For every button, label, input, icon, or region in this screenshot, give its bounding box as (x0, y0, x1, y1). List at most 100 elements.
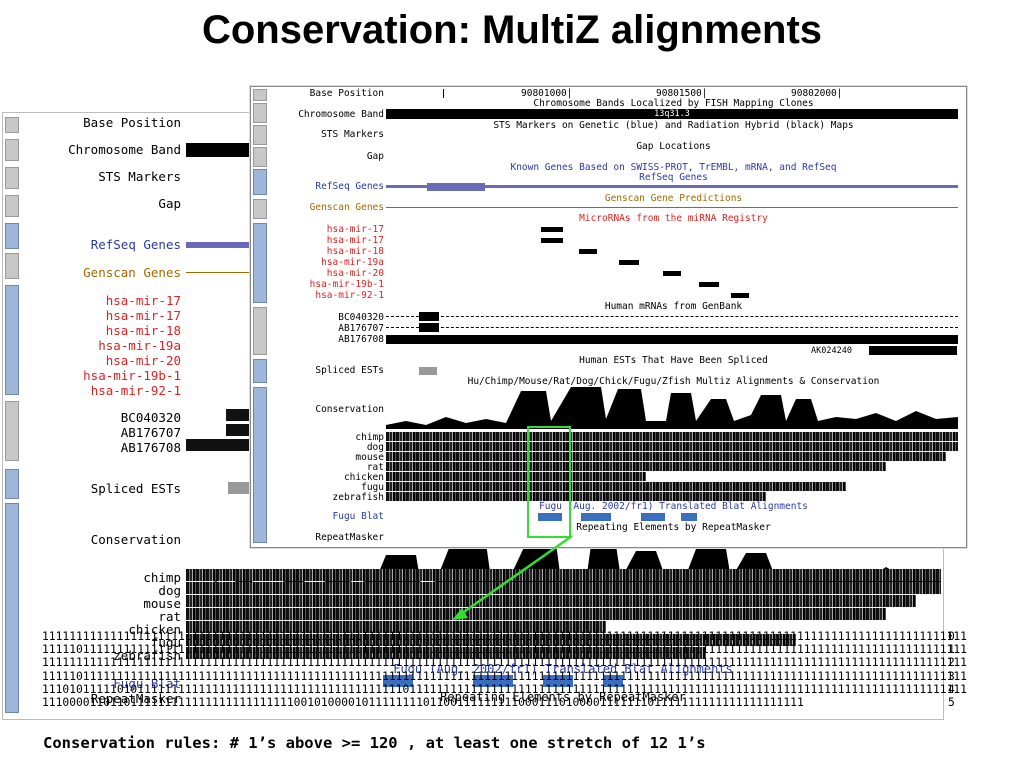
track-button[interactable] (253, 125, 267, 145)
track-button[interactable] (253, 387, 267, 543)
track-label[interactable]: hsa-mir-20 (105, 353, 181, 368)
track-label[interactable]: hsa-mir-19b-1 (309, 279, 384, 290)
track-sidebar (3, 113, 25, 719)
track-label[interactable]: zebrafish (113, 648, 181, 663)
bit-string: 1110101111101011111111111111111111111111… (42, 682, 967, 696)
slide-title: Conservation: MultiZ alignments (201, 8, 823, 52)
conservation-plot (386, 387, 958, 429)
track-button[interactable] (5, 167, 19, 189)
bit-row: 1110101111101011111111111111111111111111… (42, 683, 967, 696)
track-label[interactable]: hsa-mir-17 (326, 235, 384, 246)
track-label[interactable]: Genscan Genes (309, 202, 384, 213)
track-label[interactable]: hsa-mir-17 (105, 308, 181, 323)
track-label[interactable]: RefSeq Genes (315, 181, 384, 192)
refseq-gene-line (386, 185, 958, 188)
mrna-bar (186, 424, 256, 436)
track-button[interactable] (253, 199, 267, 219)
track-label[interactable]: dog (366, 442, 384, 453)
track-label[interactable]: hsa-mir-19a (98, 338, 181, 353)
track-label[interactable]: STS Markers (98, 169, 181, 184)
track-label[interactable]: mouse (143, 596, 181, 611)
track-label[interactable]: BC040320 (120, 410, 181, 425)
track-button[interactable] (253, 147, 267, 167)
track-button[interactable] (5, 195, 19, 217)
track-label[interactable]: Fugu Blat (113, 676, 181, 691)
track-label[interactable]: BC040320 (338, 312, 384, 323)
track-button[interactable] (253, 359, 267, 383)
track-label[interactable]: Chromosome Band (298, 109, 384, 120)
track-caption: Repeating Elements by RepeatMasker (576, 522, 771, 533)
track-label[interactable]: rat (366, 462, 384, 473)
track-label[interactable]: AB176708 (120, 440, 181, 455)
track-button[interactable] (5, 253, 19, 279)
refseq-gene-bar (186, 242, 256, 248)
track-button[interactable] (5, 285, 19, 395)
track-button[interactable] (253, 169, 267, 195)
track-label[interactable]: zebrafish (332, 492, 384, 503)
mrna-bar (186, 409, 256, 421)
track-label[interactable]: Conservation (315, 404, 384, 415)
track-caption: Genscan Gene Predictions (604, 193, 743, 204)
track-label[interactable]: STS Markers (321, 129, 384, 140)
row-index: 3 (948, 669, 955, 683)
track-button[interactable] (5, 401, 19, 461)
alignment-row-rat (186, 608, 886, 620)
track-caption: STS Markers on Genetic (blue) and Radiat… (493, 120, 854, 131)
track-label[interactable]: hsa-mir-17 (326, 224, 384, 235)
track-caption: Hu/Chimp/Mouse/Rat/Dog/Chick/Fugu/Zfish … (467, 376, 880, 387)
track-label[interactable]: chicken (128, 622, 181, 637)
track-label[interactable]: RefSeq Genes (90, 237, 181, 252)
track-label[interactable]: hsa-mir-18 (326, 246, 384, 257)
track-label[interactable]: Base Position (83, 115, 181, 130)
track-caption: Fugu (Aug. 2002/fr1) Translated Blat Ali… (393, 662, 733, 676)
track-label[interactable]: RepeatMasker (90, 691, 181, 706)
track-button[interactable] (5, 469, 19, 499)
alignment-row-zebrafish (386, 492, 766, 501)
track-label[interactable]: hsa-mir-92-1 (315, 290, 384, 301)
track-label[interactable]: AB176708 (338, 334, 384, 345)
mirna-mark (699, 282, 719, 287)
track-caption: MicroRNAs from the miRNA Registry (579, 213, 768, 224)
track-label[interactable]: hsa-mir-92-1 (90, 383, 181, 398)
track-label[interactable]: hsa-mir-17 (105, 293, 181, 308)
track-label[interactable]: hsa-mir-18 (105, 323, 181, 338)
track-caption: Repeating Elements by RepeatMasker (440, 690, 686, 704)
track-label[interactable]: Chromosome Band (68, 142, 181, 157)
track-label[interactable]: rat (158, 609, 181, 624)
track-label[interactable]: Fugu Blat (332, 511, 384, 522)
track-label[interactable]: Spliced ESTs (315, 365, 384, 376)
track-label[interactable]: dog (158, 583, 181, 598)
track-label[interactable]: chicken (343, 472, 384, 483)
track-button[interactable] (253, 223, 267, 303)
track-button[interactable] (5, 117, 19, 133)
track-label[interactable]: Genscan Genes (83, 265, 181, 280)
track-label[interactable]: Spliced ESTs (90, 481, 181, 496)
track-label[interactable]: chimp (143, 570, 181, 585)
track-label[interactable]: Conservation (90, 532, 181, 547)
track-label[interactable]: hsa-mir-19b-1 (83, 368, 181, 383)
track-label[interactable]: mouse (355, 452, 384, 463)
track-label[interactable]: AB176707 (338, 323, 384, 334)
track-label[interactable]: hsa-mir-19a (321, 257, 384, 268)
alignment-row-chimp (386, 432, 958, 441)
track-label[interactable]: fugu (361, 482, 384, 493)
track-label[interactable]: Gap (366, 151, 384, 162)
track-label[interactable]: Base Position (309, 88, 384, 99)
track-button[interactable] (253, 103, 267, 123)
mrna-line (386, 327, 958, 329)
track-button[interactable] (253, 89, 267, 101)
track-label[interactable]: fugu (150, 635, 181, 650)
track-button[interactable] (5, 223, 19, 249)
track-label[interactable]: hsa-mir-20 (326, 268, 384, 279)
conservation-bit-rows: 1111111111111111111111111111111111111111… (42, 630, 967, 709)
track-label[interactable]: RepeatMasker (315, 532, 384, 543)
track-button[interactable] (5, 139, 19, 161)
track-label[interactable]: chimp (355, 432, 384, 443)
track-caption: Human mRNAs from GenBank (604, 301, 743, 312)
track-label[interactable]: AB176707 (120, 425, 181, 440)
track-button[interactable] (253, 307, 267, 355)
fugu-blat-block (473, 675, 513, 687)
track-button[interactable] (5, 503, 19, 713)
bit-string: 1111111111111111111111111111111111111111… (42, 656, 967, 670)
track-label[interactable]: Gap (158, 196, 181, 211)
